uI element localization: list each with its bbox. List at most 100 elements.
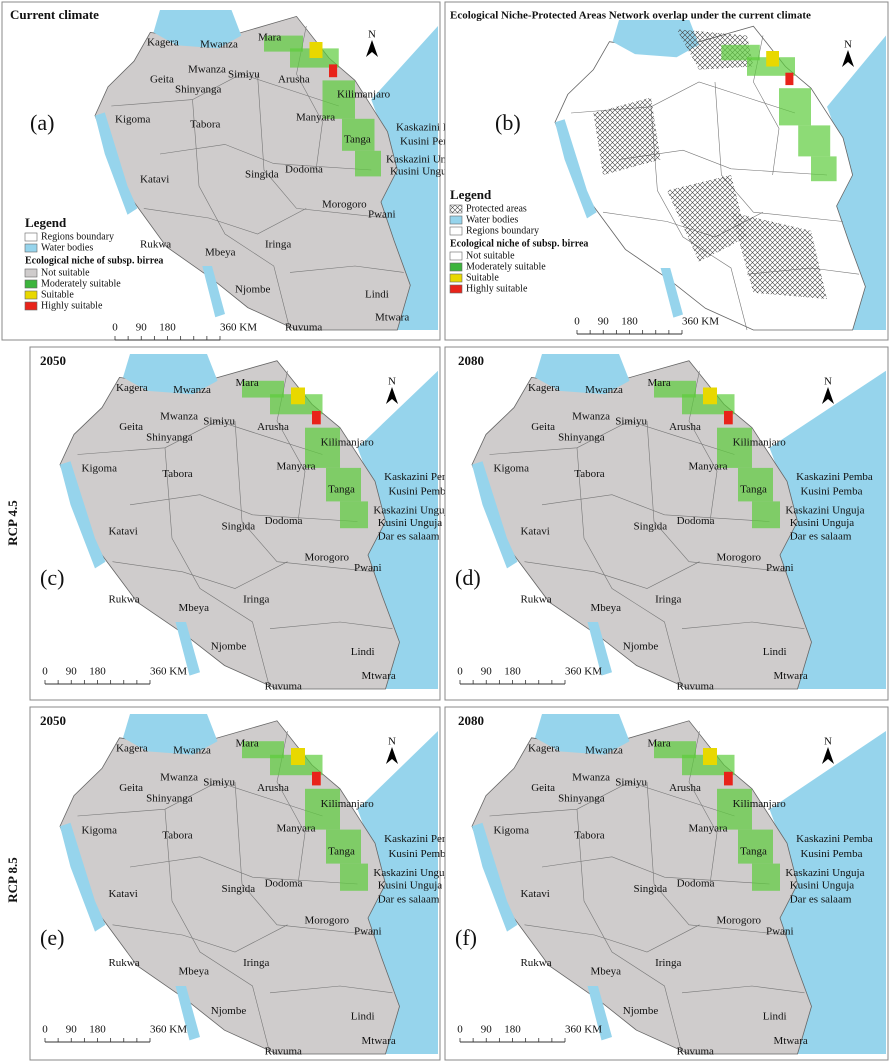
- region-label: Katavi: [520, 526, 549, 538]
- region-label: Mbeya: [205, 247, 236, 259]
- lake-victoria: [612, 20, 699, 58]
- niche-suitable: [703, 748, 717, 765]
- region-label: Arusha: [669, 782, 701, 794]
- ocean: [357, 370, 438, 689]
- region-label: Arusha: [257, 421, 289, 433]
- region-label: Kagera: [116, 382, 148, 394]
- region-label: Singida: [634, 883, 668, 895]
- region-boundary: [269, 621, 393, 629]
- ocean: [769, 731, 886, 1054]
- region-label: Geita: [531, 782, 555, 794]
- region-label: Mwanza: [572, 410, 610, 422]
- region-label: Kagera: [116, 743, 148, 755]
- region-label: Geita: [150, 74, 174, 86]
- niche-high: [312, 771, 321, 786]
- legend-swatch: [24, 232, 38, 242]
- north-arrow: [386, 387, 398, 404]
- region-boundary: [77, 420, 323, 455]
- region-label: Katavi: [108, 888, 137, 900]
- niche-suitable: [291, 387, 305, 405]
- legend-swatch: [449, 215, 463, 225]
- protected-area: [593, 97, 661, 175]
- region-boundary: [646, 420, 788, 573]
- region-label: Mtwara: [774, 1035, 808, 1047]
- region-label: Dodoma: [265, 878, 303, 890]
- region-label: Mbeya: [178, 602, 209, 614]
- region-label: Simiyu: [203, 416, 235, 428]
- region-label: Kaskazini Pemba: [796, 471, 873, 483]
- region-label: Mtwara: [375, 312, 409, 324]
- legend-title: Legend: [25, 215, 67, 230]
- region-label: Kusini Unguja: [790, 880, 855, 892]
- niche-high: [724, 771, 733, 786]
- north-arrow: [822, 387, 834, 404]
- region-label: Kusini Pemba: [388, 486, 450, 498]
- region-label: Kusini Pemba: [388, 848, 450, 860]
- region-label: Pwani: [766, 925, 794, 937]
- region-boundary: [164, 809, 271, 1055]
- region-boundary: [646, 781, 788, 936]
- side-label: RCP 8.5: [5, 857, 20, 903]
- region-boundary: [541, 494, 770, 522]
- region-label: Lindi: [763, 646, 787, 658]
- region-boundary: [541, 856, 770, 885]
- region-boundary: [681, 621, 805, 629]
- region-label: Kilimanjaro: [733, 798, 787, 810]
- region-label: Tanga: [328, 846, 355, 858]
- region-label: Mara: [258, 32, 281, 44]
- region-boundary: [234, 420, 376, 573]
- region-label: Rukwa: [520, 594, 551, 606]
- region-label: Mwanza: [200, 39, 238, 51]
- region-label: Kusini Pemba: [800, 848, 862, 860]
- region-label: Mwanza: [188, 64, 226, 76]
- region-label: Dodoma: [285, 164, 323, 176]
- legend-label: Moderately suitable: [41, 278, 121, 289]
- region-label: Tanga: [740, 484, 767, 496]
- region-label: Singida: [222, 520, 256, 532]
- region-label: Kaskazini Unguja: [373, 505, 452, 517]
- region-label: Morogoro: [716, 552, 761, 564]
- region-label: Morogoro: [304, 552, 349, 564]
- region-label: Lindi: [365, 289, 389, 301]
- scale-label: 180: [159, 322, 176, 334]
- legend-swatch: [449, 284, 463, 294]
- region-label: Kaskazini Pemba: [796, 833, 873, 845]
- region-label: Iringa: [265, 239, 291, 251]
- region-boundary: [164, 447, 271, 690]
- region-boundary: [489, 420, 735, 455]
- region-label: Kusini Unguja: [378, 517, 443, 529]
- region-label: Ruvuma: [265, 1045, 302, 1057]
- region-label: Tanga: [740, 846, 767, 858]
- legend-swatch: [24, 290, 38, 300]
- north-label: N: [824, 736, 832, 748]
- lake-tanganyika: [472, 461, 518, 569]
- region-boundary: [681, 985, 805, 994]
- scale-label: 180: [89, 1024, 106, 1036]
- region-label: Tabora: [162, 830, 192, 842]
- region-boundary: [489, 781, 735, 817]
- region-boundary: [650, 106, 748, 331]
- niche-moderate: [340, 501, 368, 529]
- lake-nyasa: [587, 986, 612, 1041]
- region-label: Kigoma: [82, 824, 118, 836]
- region-label: Dar es salaam: [790, 893, 852, 905]
- scale-label: 90: [136, 322, 148, 334]
- scale-label: 0: [112, 322, 118, 334]
- region-label: Singida: [245, 169, 279, 181]
- niche-moderate: [654, 741, 696, 759]
- region-label: Arusha: [669, 421, 701, 433]
- niche-moderate: [654, 380, 696, 398]
- region-label: Kaskazini Unguja: [785, 505, 864, 517]
- region-label: Morogoro: [304, 915, 349, 927]
- legend-swatch: [449, 262, 463, 272]
- panel-letter: (c): [40, 565, 64, 590]
- region-label: Simiyu: [615, 416, 647, 428]
- scale-label: 360 KM: [220, 322, 257, 334]
- scale-label: 0: [457, 1024, 463, 1036]
- lake-nyasa: [587, 622, 612, 676]
- region-label: Kaskazini Pemba: [384, 833, 461, 845]
- region-label: Geita: [119, 421, 143, 433]
- lake-victoria: [123, 354, 218, 395]
- region-label: Ruvuma: [265, 680, 302, 692]
- niche-high: [312, 410, 321, 425]
